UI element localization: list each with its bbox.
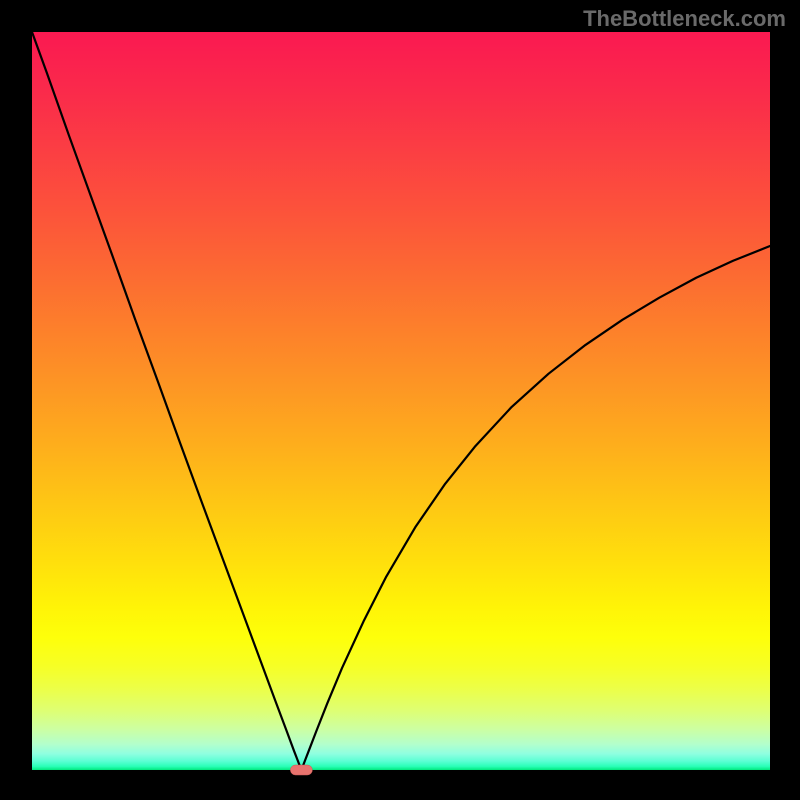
bottleneck-chart (0, 0, 800, 800)
plot-background (32, 32, 770, 770)
chart-container (0, 0, 800, 800)
watermark-text: TheBottleneck.com (583, 6, 786, 32)
optimal-marker (290, 765, 312, 775)
